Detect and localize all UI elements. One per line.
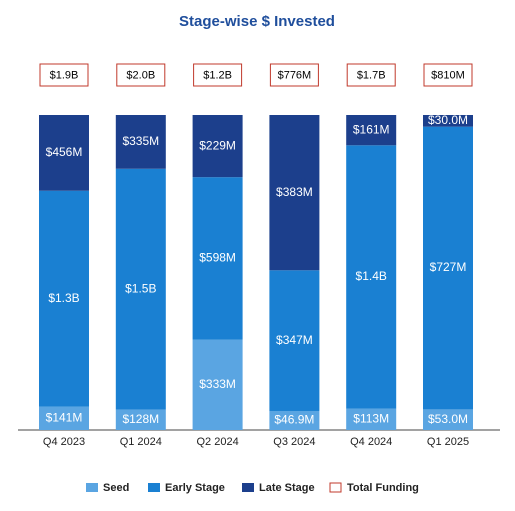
data-label: $333M (199, 377, 236, 391)
data-label: $383M (276, 185, 313, 199)
bar-segment (115, 115, 166, 169)
data-label: $229M (199, 138, 236, 152)
data-label: $1.5B (125, 281, 156, 295)
bar-segment (115, 409, 166, 430)
bar-segment (269, 410, 320, 430)
bar-segment (39, 115, 89, 191)
legend-label: Seed (103, 482, 129, 494)
total-box (193, 63, 243, 87)
data-label: $598M (199, 251, 236, 265)
data-label: $46.9M (274, 413, 314, 427)
bar-segment (192, 177, 243, 340)
data-label: $161M (353, 122, 390, 136)
legend-label: Total Funding (347, 482, 419, 494)
data-label: $335M (122, 134, 159, 148)
data-label: $1.3B (48, 291, 79, 305)
data-label: $1.4B (356, 269, 387, 283)
bar-segment (269, 270, 320, 411)
data-label: $113M (353, 412, 389, 426)
data-label: $128M (122, 412, 159, 426)
legend-label: Early Stage (165, 482, 225, 494)
bar-segment (423, 115, 473, 127)
data-label: $347M (276, 333, 313, 347)
bar-segment (346, 145, 397, 409)
total-label: $1.9B (50, 69, 79, 81)
bar-segment (192, 339, 243, 430)
bar-segment (423, 409, 473, 430)
bar-segment (423, 126, 473, 410)
total-label: $1.7B (357, 69, 386, 81)
data-label: $456M (46, 145, 83, 159)
total-box (346, 63, 396, 87)
chart-title: Stage-wise $ Invested (179, 13, 335, 30)
total-label: $2.0B (126, 69, 155, 81)
data-label: $141M (46, 410, 83, 424)
x-tick-label: Q1 2024 (120, 436, 162, 448)
legend-swatch (329, 482, 342, 493)
x-tick-label: Q4 2023 (43, 436, 85, 448)
bar-segment (346, 115, 397, 146)
total-box (269, 63, 319, 87)
x-tick-label: Q1 2025 (427, 436, 469, 448)
x-tick-label: Q3 2024 (273, 436, 315, 448)
bar-segment (39, 406, 89, 430)
bar-segment (192, 115, 243, 178)
total-label: $776M (278, 69, 312, 81)
x-tick-label: Q4 2024 (350, 436, 392, 448)
legend-label: Late Stage (259, 482, 315, 494)
bar-segment (115, 168, 166, 410)
total-box (116, 63, 166, 87)
total-label: $810M (431, 69, 465, 81)
total-box (39, 63, 89, 87)
legend-swatch (86, 483, 98, 492)
data-label: $30.0M (428, 113, 468, 127)
legend-swatch (148, 483, 160, 492)
x-tick-label: Q2 2024 (196, 436, 238, 448)
bar-segment (39, 190, 89, 407)
data-label: $53.0M (428, 412, 468, 426)
total-box (423, 63, 473, 87)
bar-segment (346, 408, 397, 430)
total-label: $1.2B (203, 69, 232, 81)
data-label: $727M (430, 260, 467, 274)
legend-swatch (242, 483, 254, 492)
bar-segment (269, 115, 320, 271)
